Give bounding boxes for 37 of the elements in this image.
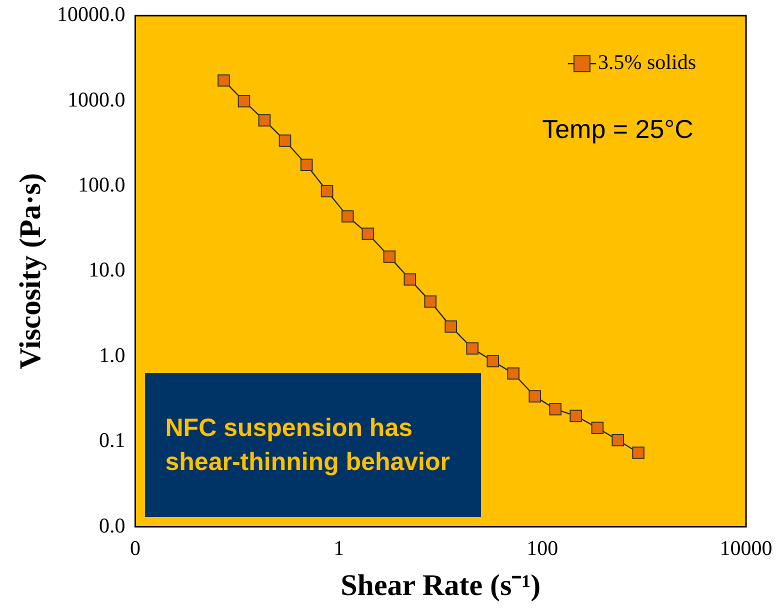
y-tick-label: 10.0 [88,258,126,282]
text-box: NFC suspension has shear-thinning behavior [145,373,482,517]
point [612,434,624,446]
point [300,158,313,172]
x-tick-label: 0 [130,536,140,560]
legend-label: 3.5% solids [598,50,696,74]
point [341,210,354,223]
point [466,342,479,355]
point [632,446,644,459]
x-tick-label: 1 [334,536,344,560]
point [258,114,271,126]
point [486,354,500,368]
x-axis-title: Shear Rate (s⁻¹) [340,568,541,602]
point [278,134,292,147]
y-tick-label: 1.0 [99,342,126,367]
y-axis-title: Viscosity (Pa·s) [14,173,47,370]
point [362,228,374,240]
point [218,74,230,87]
point [404,273,416,286]
point [591,422,604,434]
x-tick-label: 10000 [720,536,772,560]
y-tick-label: 1000.0 [68,87,126,112]
point [528,390,542,402]
y-tick-label: 10000.0 [57,2,126,26]
point [444,320,457,333]
point [549,403,562,416]
point [507,367,520,380]
y-tick-label: 0.1 [99,428,126,452]
point [320,184,334,198]
point [570,410,582,422]
y-tick-label: 0.0 [99,513,126,538]
annotation: Temp = 25°C [542,114,694,144]
point [424,295,437,308]
y-tick-label: 100.0 [78,172,126,197]
point [383,250,396,263]
x-tick-label: 100 [526,536,558,560]
point [238,95,250,108]
